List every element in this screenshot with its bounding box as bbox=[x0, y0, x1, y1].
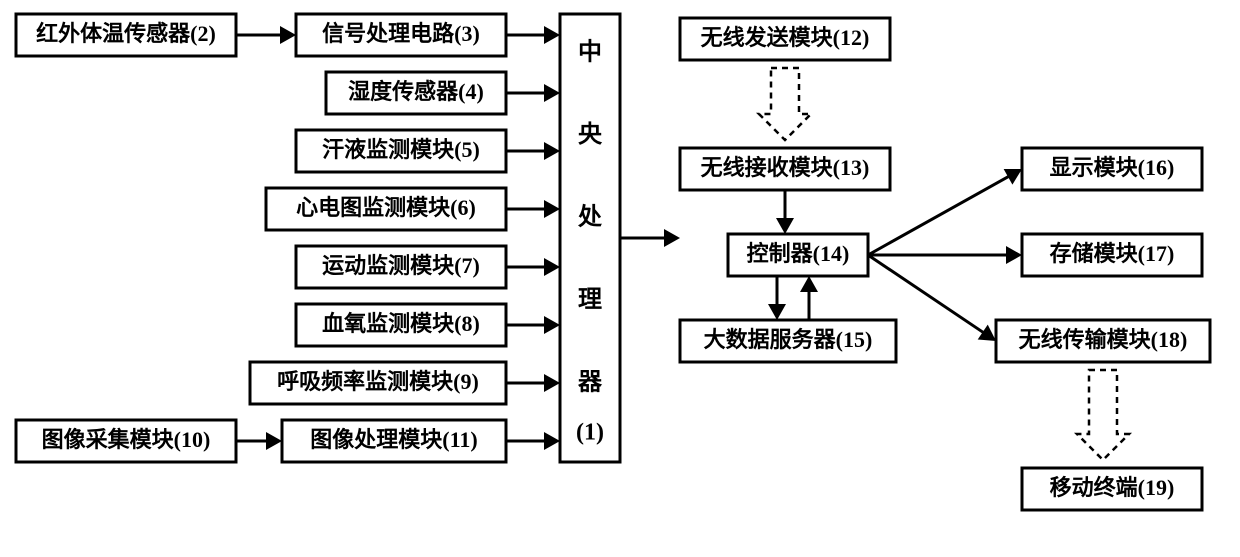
diagram-canvas: 红外体温传感器(2) 信号处理电路(3) 湿度传感器(4) 汗液监测模块(5) 心电图监… bbox=[0, 0, 1240, 557]
label-n4: 湿度传感器(4) bbox=[348, 79, 484, 104]
cpu-number: (1) bbox=[576, 420, 604, 446]
label-n16: 显示模块(16) bbox=[1050, 155, 1175, 180]
label-n3: 信号处理电路(3) bbox=[322, 21, 480, 46]
wireless-arrow bbox=[759, 68, 811, 140]
label-n13: 无线接收模块(13) bbox=[701, 155, 870, 180]
cpu-char: 理 bbox=[578, 286, 602, 313]
label-n18: 无线传输模块(18) bbox=[1019, 327, 1188, 352]
label-n10: 图像采集模块(10) bbox=[42, 427, 211, 452]
wireless-arrow bbox=[1077, 370, 1129, 460]
label-n6: 心电图监测模块(6) bbox=[296, 195, 476, 220]
label-n7: 运动监测模块(7) bbox=[322, 253, 480, 278]
label-n8: 血氧监测模块(8) bbox=[322, 311, 480, 336]
label-n12: 无线发送模块(12) bbox=[701, 25, 870, 50]
cpu-char: 器 bbox=[577, 370, 603, 396]
cpu-char: 央 bbox=[578, 121, 603, 148]
cpu-char: 处 bbox=[577, 204, 602, 231]
label-n14: 控制器(14) bbox=[747, 241, 850, 266]
label-n5: 汗液监测模块(5) bbox=[322, 137, 480, 162]
label-n15: 大数据服务器(15) bbox=[704, 327, 873, 352]
label-n19: 移动终端(19) bbox=[1050, 475, 1175, 500]
label-n9: 呼吸频率监测模块(9) bbox=[277, 369, 479, 394]
label-n2: 红外体温传感器(2) bbox=[36, 21, 216, 46]
label-n17: 存储模块(17) bbox=[1050, 241, 1175, 266]
cpu-char: 中 bbox=[578, 39, 602, 66]
label-n11: 图像处理模块(11) bbox=[310, 427, 477, 452]
